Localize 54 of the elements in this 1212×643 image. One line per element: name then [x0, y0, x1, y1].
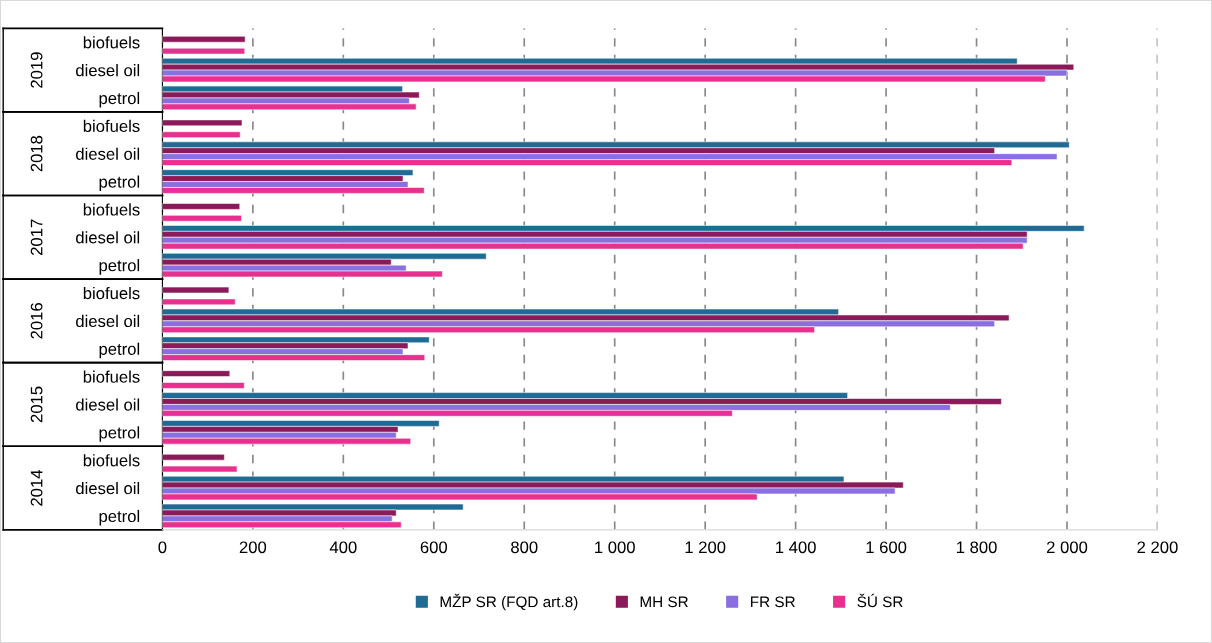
bar [162, 203, 241, 210]
y-tick-label: petrol [99, 342, 140, 359]
text: 2018 [30, 135, 43, 172]
x-tick-label: 2 000 [1046, 541, 1088, 554]
y-tick-label: diesel oil [76, 231, 140, 244]
y-tick-label: biofuels [83, 36, 140, 49]
y-tick-label: petrol [99, 91, 140, 108]
y-tick-label: diesel oil [76, 147, 140, 160]
y-tick-label: petrol [99, 175, 140, 192]
y-tick-label: biofuels [83, 203, 140, 216]
legend-label: MŽP SR (FQD art.8) [440, 593, 578, 611]
text: 2017 [30, 219, 43, 255]
y-tick-label: petrol [99, 259, 140, 275]
x-tick-label: 1 000 [595, 541, 635, 554]
bar [162, 370, 231, 377]
legend-label: FR SR [751, 596, 795, 608]
text: 2015 [30, 386, 43, 423]
bar [162, 215, 242, 222]
bar [162, 36, 246, 43]
x-tick-label: 2 200 [1137, 541, 1178, 554]
y-tick-label: petrol [99, 509, 140, 526]
x-tick-label: 200 [239, 541, 267, 554]
bar [162, 253, 487, 260]
x-tick-label: 800 [511, 541, 538, 554]
y-tick-label: biofuels [83, 370, 140, 383]
bar [162, 141, 1070, 149]
x-tick-label: 1 400 [776, 541, 816, 554]
bar [162, 131, 241, 138]
y-tick-label: petrol [99, 426, 140, 442]
bar [162, 298, 236, 306]
bar [162, 382, 245, 389]
y-tick-label: biofuels [83, 286, 140, 300]
y-tick-label: diesel oil [76, 314, 140, 328]
legend-label: MH SR [640, 596, 688, 608]
x-tick-label: 1 600 [866, 541, 907, 554]
x-tick-label: 400 [329, 541, 357, 554]
y-tick-label: biofuels [83, 119, 140, 133]
y-tick-label: biofuels [83, 454, 140, 467]
text: 2016 [30, 303, 43, 339]
legend-label: ŠÚ SR [857, 593, 903, 608]
bar [162, 286, 230, 294]
bar [162, 453, 225, 461]
x-tick-label: 600 [420, 541, 448, 554]
text: 2014 [30, 469, 43, 506]
y-tick-label: diesel oil [76, 64, 140, 77]
bar [162, 47, 246, 55]
x-tick-label: 0 [158, 541, 167, 554]
text: 2019 [30, 52, 43, 88]
bar [162, 119, 243, 127]
y-tick-label: diesel oil [76, 482, 140, 495]
x-tick-label: 1 200 [685, 541, 726, 554]
bar [162, 465, 238, 473]
x-tick-label: 1 800 [956, 541, 997, 554]
y-tick-label: diesel oil [76, 398, 140, 411]
